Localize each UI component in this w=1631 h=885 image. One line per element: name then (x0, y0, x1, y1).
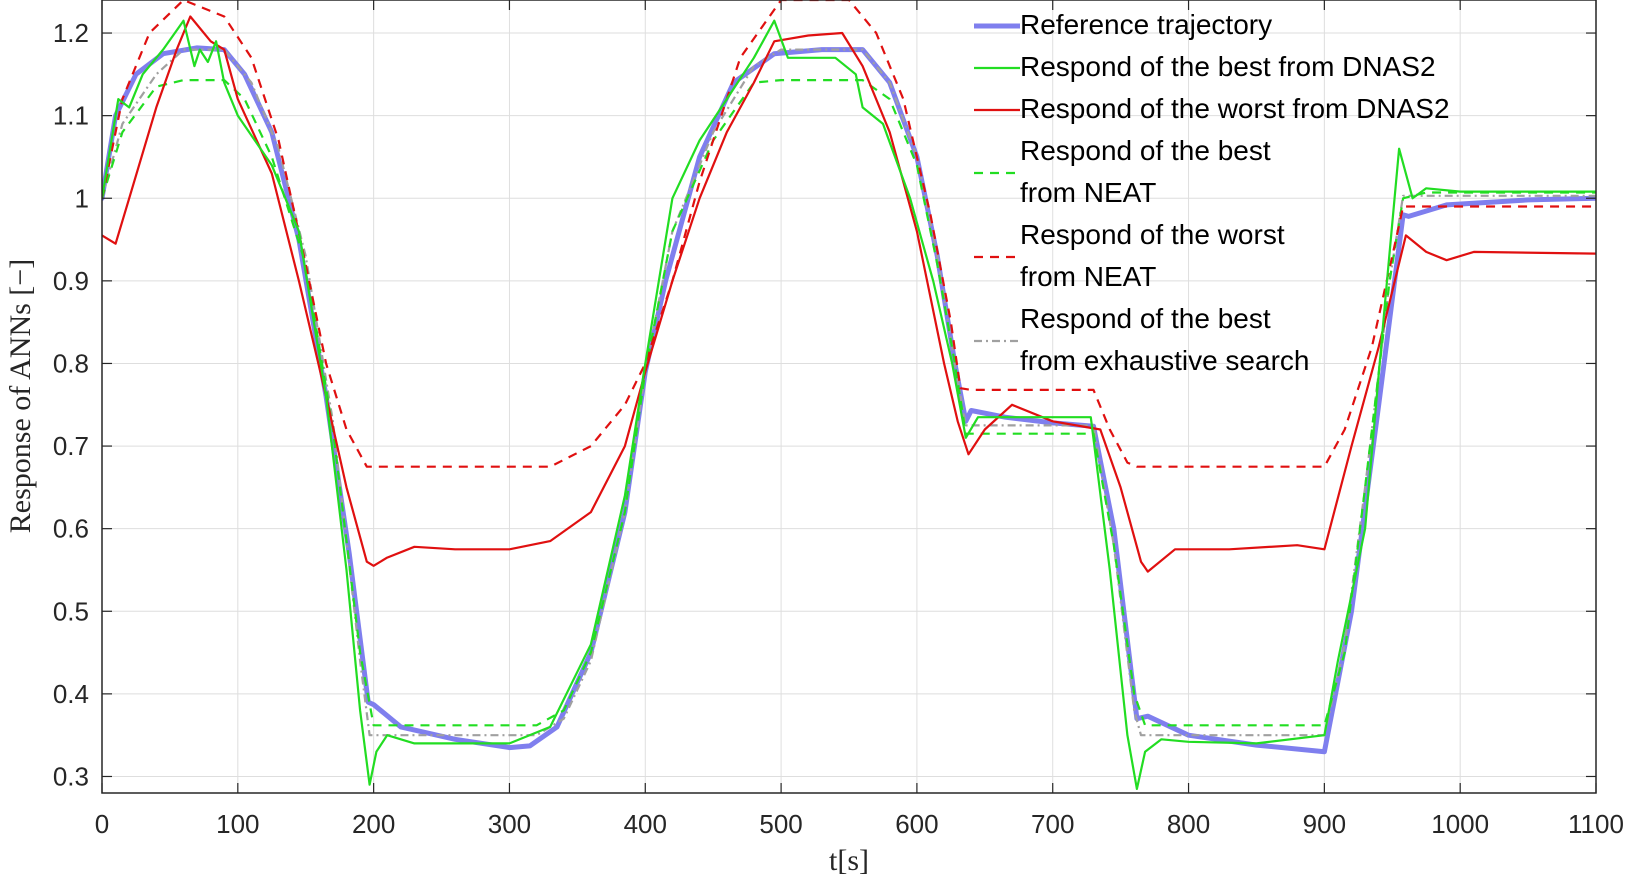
y-tick-label: 0.6 (53, 514, 89, 544)
legend-entry-5: Respond of the best from exhaustive searc… (1020, 303, 1309, 376)
y-tick-label: 0.9 (53, 266, 89, 296)
plot-frame (101, 0, 1597, 794)
x-tick-label: 300 (488, 809, 531, 839)
legend: Reference trajectory Respond of the best … (974, 9, 1450, 376)
series-line-5 (102, 48, 1596, 737)
x-tick-label: 0 (95, 809, 109, 839)
legend-entry-1: Respond of the best from DNAS2 (1020, 51, 1436, 82)
y-tick-label: 0.5 (53, 596, 89, 626)
x-tick-label: 200 (352, 809, 395, 839)
x-tick-label: 900 (1303, 809, 1346, 839)
x-tick-label: 1100 (1568, 809, 1624, 839)
x-tick-label: 600 (895, 809, 938, 839)
y-tick-label: 1.1 (53, 101, 89, 131)
y-axis-ticks: 0.3 0.4 0.5 0.6 0.7 0.8 0.9 1 1.1 1.2 (53, 18, 1596, 791)
x-tick-label: 400 (624, 809, 667, 839)
y-axis-label: Response of ANNs [−] (4, 259, 37, 533)
legend-entry-2: Respond of the worst from DNAS2 (1020, 93, 1450, 124)
series-line-3 (102, 79, 1596, 727)
series-layer (102, 0, 1596, 790)
y-tick-label: 1.2 (53, 18, 89, 48)
x-axis-ticks: 0 100 200 300 400 500 600 700 800 900 1000 1100 (95, 0, 1624, 839)
y-tick-label: 0.8 (53, 348, 89, 378)
legend-entry-0: Reference trajectory (1020, 9, 1272, 40)
x-tick-label: 500 (759, 809, 802, 839)
y-tick-label: 0.4 (53, 679, 89, 709)
legend-entry-4: Respond of the worst from NEAT (1020, 219, 1285, 292)
x-tick-label: 1000 (1431, 809, 1489, 839)
series-line-1 (102, 19, 1596, 790)
legend-entry-3: Respond of the best from NEAT (1020, 135, 1271, 208)
y-tick-label: 0.3 (53, 761, 89, 791)
y-tick-label: 1 (75, 183, 89, 213)
x-axis-label: t[s] (829, 844, 869, 877)
x-tick-label: 700 (1031, 809, 1074, 839)
series-line-2 (102, 15, 1596, 573)
y-tick-label: 0.7 (53, 431, 89, 461)
x-tick-label: 100 (216, 809, 259, 839)
x-tick-label: 800 (1167, 809, 1210, 839)
